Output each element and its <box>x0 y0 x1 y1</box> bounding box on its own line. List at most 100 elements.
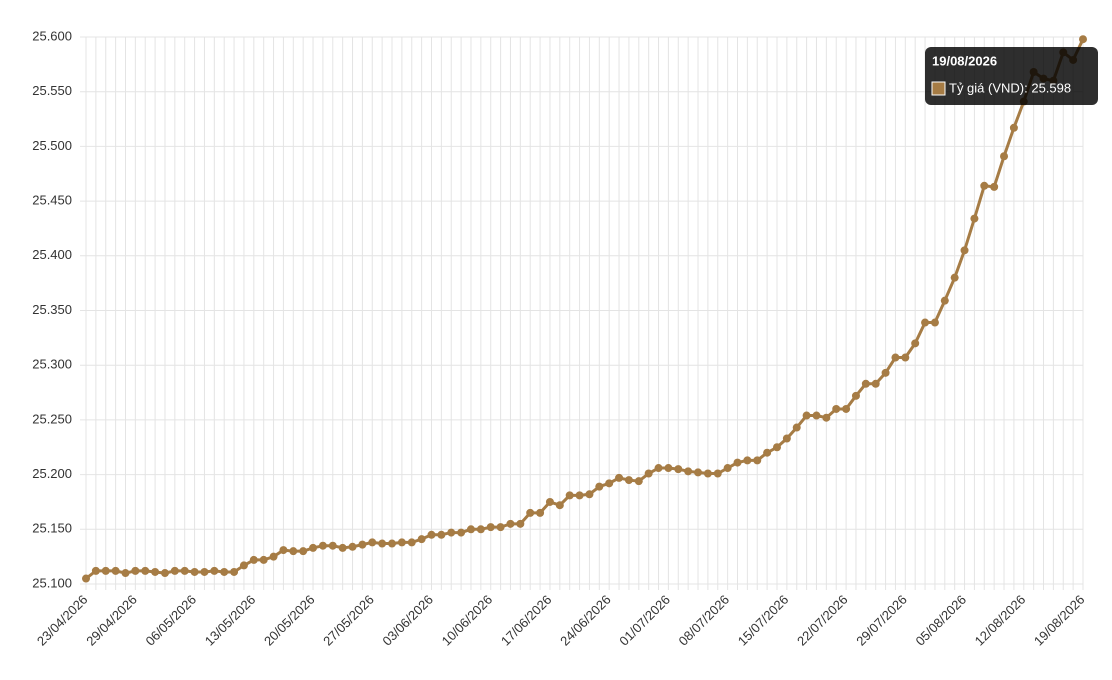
point <box>427 530 436 539</box>
point <box>565 491 574 500</box>
x-tick-label: 06/05/2026 <box>143 592 200 649</box>
point <box>378 539 387 548</box>
point <box>842 404 851 413</box>
point <box>911 339 920 348</box>
point <box>447 528 456 537</box>
point <box>624 476 633 485</box>
y-tick-label: 25.150 <box>32 521 72 536</box>
point <box>417 535 426 544</box>
x-tick-label: 22/07/2026 <box>794 592 851 649</box>
point <box>328 541 337 550</box>
x-tick-label: 24/06/2026 <box>557 592 614 649</box>
point <box>200 567 209 576</box>
point <box>1000 152 1009 161</box>
point <box>950 273 959 282</box>
point <box>476 525 485 534</box>
point <box>644 469 653 478</box>
point <box>180 566 189 575</box>
point <box>792 423 801 432</box>
point <box>575 491 584 500</box>
x-tick-label: 17/06/2026 <box>498 592 555 649</box>
point <box>782 434 791 443</box>
point <box>239 561 248 570</box>
point <box>812 411 821 420</box>
line <box>85 38 1085 580</box>
x-tick-label: 20/05/2026 <box>261 592 318 649</box>
point <box>170 566 179 575</box>
point <box>1009 123 1018 132</box>
y-tick-label: 25.400 <box>32 247 72 262</box>
point <box>289 547 298 556</box>
x-tick-label: 05/08/2026 <box>912 592 969 649</box>
point <box>457 528 466 537</box>
point <box>338 543 347 552</box>
x-tick-label: 03/06/2026 <box>379 592 436 649</box>
point <box>160 569 169 578</box>
point <box>496 523 505 532</box>
point <box>141 566 150 575</box>
point <box>703 469 712 478</box>
tooltip-box <box>925 47 1098 105</box>
point <box>230 567 239 576</box>
point <box>269 552 278 561</box>
point <box>318 541 327 550</box>
x-tick-label: 10/06/2026 <box>439 592 496 649</box>
y-tick-label: 25.200 <box>32 466 72 481</box>
point <box>772 443 781 452</box>
point <box>694 468 703 477</box>
point <box>309 543 318 552</box>
point <box>891 353 900 362</box>
point <box>881 368 890 377</box>
x-tick-label: 23/04/2026 <box>34 592 91 649</box>
point <box>723 464 732 473</box>
point <box>121 569 130 578</box>
point <box>82 574 90 583</box>
tooltip: 19/08/2026 Tỷ giá (VND): 25.598 <box>925 47 1098 105</box>
point <box>921 318 930 327</box>
tooltip-swatch <box>931 81 946 96</box>
x-tick-label: 15/07/2026 <box>735 592 792 649</box>
point <box>437 530 446 539</box>
y-tick-label: 25.300 <box>32 357 72 372</box>
y-tick-label: 25.250 <box>32 411 72 426</box>
point <box>249 555 258 564</box>
point <box>486 523 495 532</box>
point <box>210 566 219 575</box>
point <box>259 555 268 564</box>
y-tick-label: 25.500 <box>32 138 72 153</box>
point <box>466 525 475 534</box>
x-tick-label: 29/07/2026 <box>853 592 910 649</box>
point <box>763 448 772 457</box>
point <box>595 482 604 491</box>
y-tick-label: 25.600 <box>32 28 72 43</box>
point <box>901 353 910 362</box>
x-tick-label: 08/07/2026 <box>676 592 733 649</box>
point <box>131 566 140 575</box>
point <box>674 465 683 474</box>
point <box>1079 35 1087 44</box>
point <box>358 540 367 549</box>
point <box>605 479 614 488</box>
point <box>822 413 831 422</box>
point <box>506 519 515 528</box>
y-tick-label: 25.350 <box>32 302 72 317</box>
point <box>388 539 397 548</box>
point <box>634 477 643 486</box>
point <box>536 508 545 517</box>
point <box>851 391 860 400</box>
point <box>526 508 535 517</box>
y-tick-label: 25.550 <box>32 83 72 98</box>
point <box>832 404 841 413</box>
x-tick-label: 19/08/2026 <box>1031 592 1088 649</box>
point <box>930 318 939 327</box>
point <box>664 464 673 473</box>
point <box>299 547 308 556</box>
point <box>733 458 742 467</box>
point <box>990 182 999 191</box>
y-tick-label: 25.450 <box>32 193 72 208</box>
point <box>111 566 120 575</box>
tooltip-title: 19/08/2026 <box>932 53 997 68</box>
point <box>368 538 377 547</box>
x-tick-label: 12/08/2026 <box>972 592 1029 649</box>
